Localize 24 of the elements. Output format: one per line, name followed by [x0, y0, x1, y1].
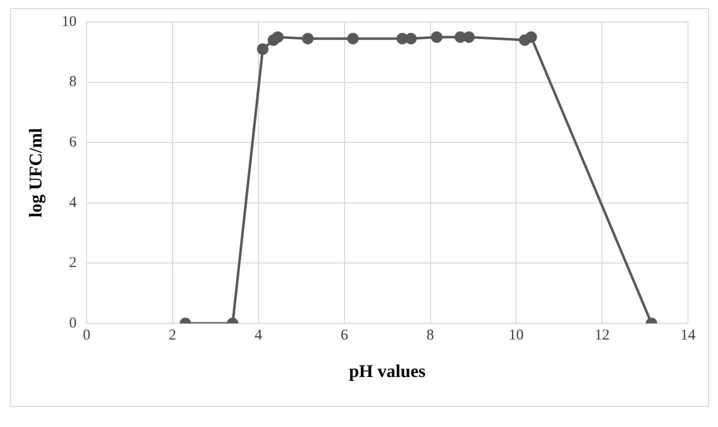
x-tick-label: 14: [680, 327, 696, 344]
y-tick-label: 6: [69, 134, 78, 150]
point: [525, 31, 537, 43]
x-tick-label: 10: [508, 327, 524, 344]
y-tick-label: 4: [69, 194, 78, 211]
point: [463, 31, 475, 43]
point: [302, 32, 314, 44]
x-tick-label: 4: [254, 327, 263, 344]
point: [256, 43, 268, 55]
y-tick-label: 0: [69, 315, 77, 332]
x-tick-label: 0: [82, 327, 90, 344]
x-tick-label: 8: [426, 327, 434, 344]
y-tick-label: 2: [69, 255, 77, 272]
y-tick-label: 10: [62, 14, 77, 30]
point: [272, 31, 284, 43]
x-tick-label: 2: [168, 327, 176, 344]
x-axis-title: pH values: [349, 360, 426, 381]
point: [405, 32, 417, 44]
y-axis-title: log UFC/ml: [25, 128, 46, 218]
y-tick-label: 8: [69, 74, 77, 90]
x-tick-label: 12: [594, 327, 610, 344]
point: [347, 32, 359, 44]
x-tick-label: 6: [340, 327, 349, 344]
point: [430, 31, 442, 43]
